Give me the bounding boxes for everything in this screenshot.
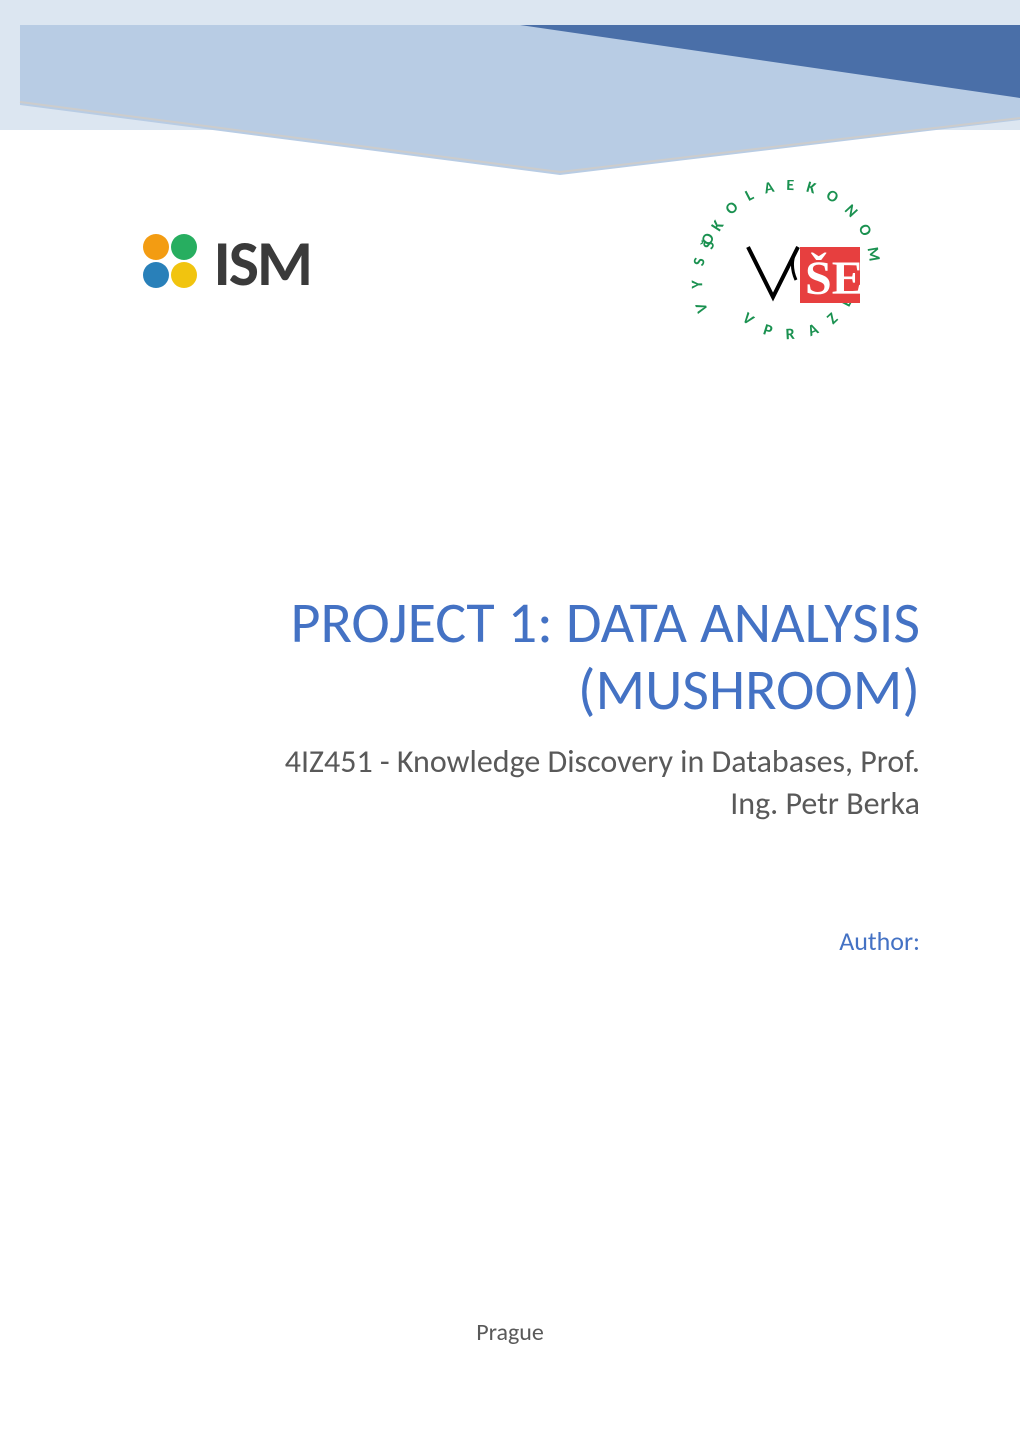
- header-banner: [0, 0, 1020, 180]
- title-block: PROJECT 1: DATA ANALYSIS (MUSHROOM) 4IZ4…: [140, 590, 920, 957]
- ism-dots-icon: [140, 231, 202, 298]
- logos-row: ISM Š K O L A E K O N O M I C K Á V Y S …: [0, 195, 1020, 355]
- footer-location: Prague: [0, 1318, 1020, 1347]
- ism-logo-text: ISM: [214, 225, 311, 303]
- author-label: Author:: [140, 925, 920, 957]
- document-subtitle: 4IZ451 - Knowledge Discovery in Database…: [140, 741, 920, 824]
- svg-text:ŠE: ŠE: [805, 251, 864, 305]
- subtitle-line-1: 4IZ451 - Knowledge Discovery in Database…: [285, 742, 920, 781]
- title-line-2: (MUSHROOM): [578, 654, 920, 725]
- title-line-1: PROJECT 1: DATA ANALYSIS: [291, 587, 920, 658]
- ism-logo: ISM: [140, 225, 311, 303]
- subtitle-line-2: Ing. Petr Berka: [730, 784, 920, 823]
- document-title: PROJECT 1: DATA ANALYSIS (MUSHROOM): [140, 590, 920, 723]
- vse-logo: Š K O L A E K O N O M I C K Á V Y S O K …: [680, 180, 900, 360]
